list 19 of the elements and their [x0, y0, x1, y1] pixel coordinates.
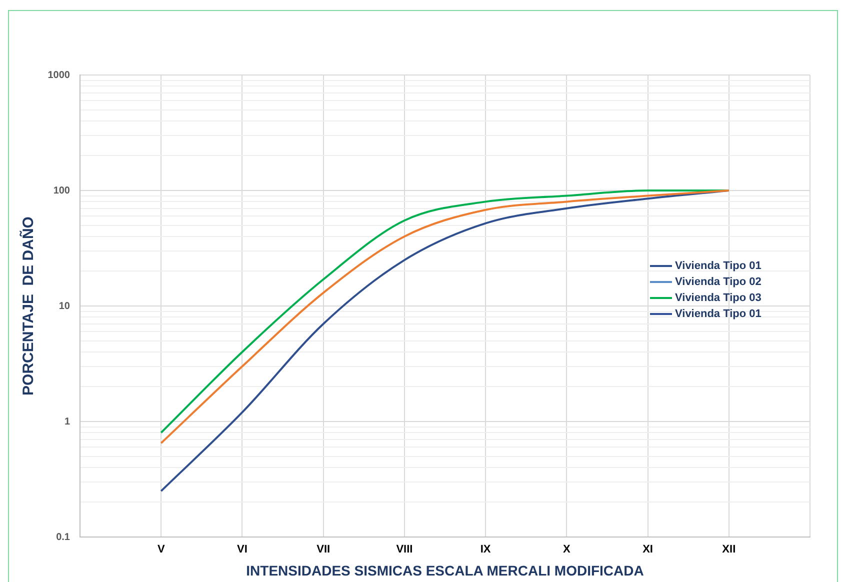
- y-tick-label: 100: [53, 185, 70, 196]
- x-axis-title: INTENSIDADES SISMICAS ESCALA MERCALI MODIFICADA: [246, 562, 644, 578]
- x-tick-label: XI: [642, 544, 653, 556]
- x-tick-label: XII: [722, 544, 736, 556]
- y-tick-label: 10: [58, 300, 70, 312]
- legend-label: Vivienda Tipo 01: [675, 308, 762, 320]
- legend-label: Vivienda Tipo 03: [675, 292, 762, 304]
- x-tick-label: IX: [480, 544, 492, 556]
- x-tick-label: VI: [237, 544, 248, 556]
- y-tick-label: 0.1: [56, 532, 70, 543]
- x-tick-label: VIII: [396, 544, 413, 556]
- legend-label: Vivienda Tipo 01: [675, 260, 762, 272]
- y-tick-label: 1: [64, 416, 70, 428]
- y-tick-label: 1000: [48, 70, 70, 81]
- x-tick-label: VII: [316, 544, 330, 556]
- x-tick-label: V: [157, 544, 166, 556]
- x-tick-label: X: [562, 544, 571, 556]
- legend-label: Vivienda Tipo 02: [675, 276, 762, 288]
- y-axis-title: PORCENTAJE DE DAÑO: [19, 216, 38, 396]
